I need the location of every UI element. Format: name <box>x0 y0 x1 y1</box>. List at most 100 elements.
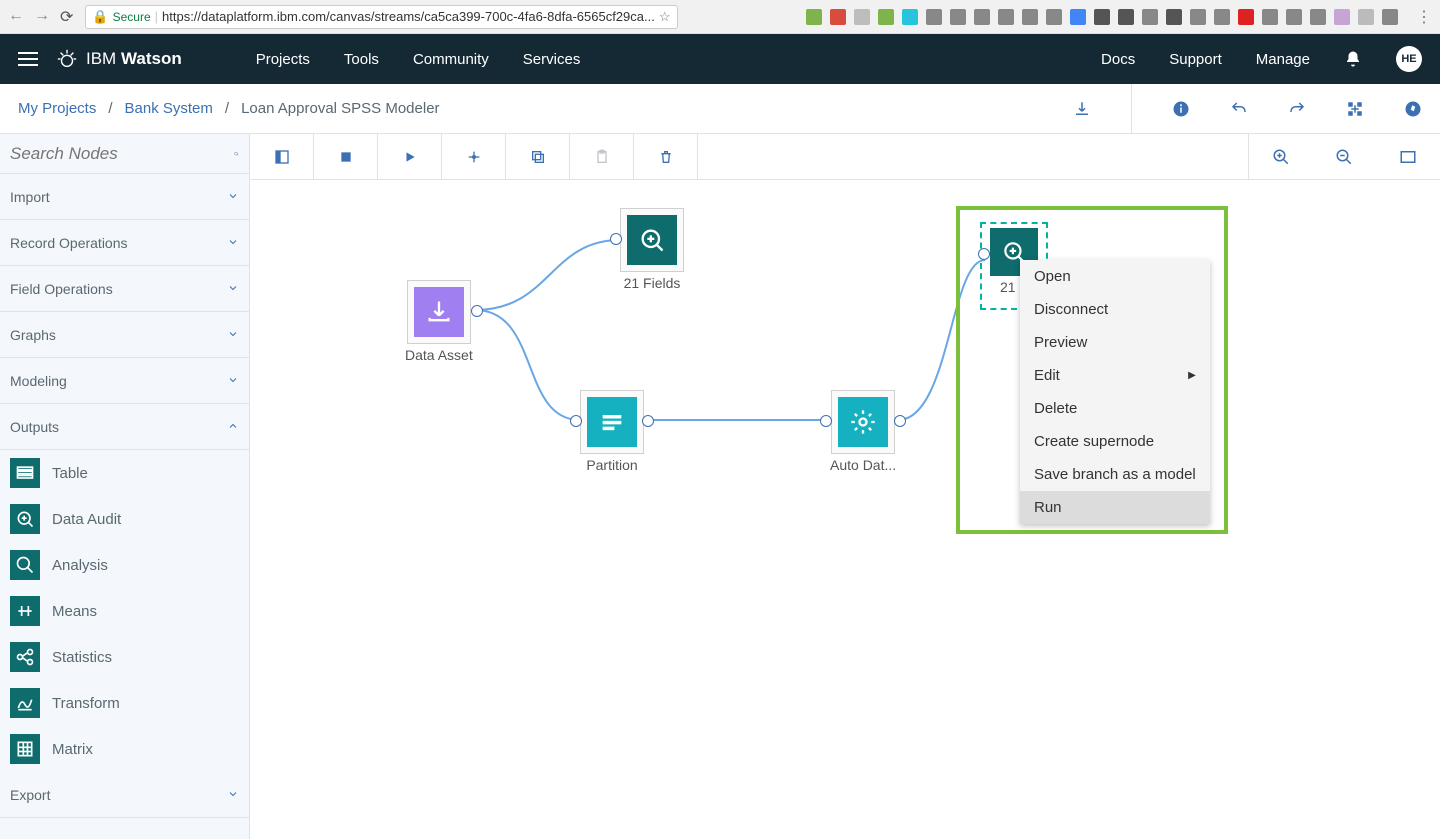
input-port[interactable] <box>610 233 622 245</box>
palette-node[interactable]: Analysis <box>0 542 249 588</box>
output-port[interactable] <box>894 415 906 427</box>
palette-node[interactable]: Means <box>0 588 249 634</box>
palette-category[interactable]: Outputs <box>0 404 249 450</box>
back-icon[interactable]: ← <box>8 7 24 27</box>
extension-icon[interactable] <box>902 9 918 25</box>
extension-icon[interactable] <box>926 9 942 25</box>
palette-category[interactable]: Modeling <box>0 358 249 404</box>
url-bar[interactable]: 🔒 Secure | https://dataplatform.ibm.com/… <box>85 5 677 29</box>
input-port[interactable] <box>570 415 582 427</box>
bell-icon[interactable] <box>1344 50 1362 68</box>
extension-icon[interactable] <box>1382 9 1398 25</box>
fit-button[interactable] <box>1376 134 1440 180</box>
star-icon[interactable]: ☆ <box>659 9 671 25</box>
compass-icon[interactable] <box>1404 100 1422 118</box>
extension-icon[interactable] <box>1118 9 1134 25</box>
extension-icon[interactable] <box>1094 9 1110 25</box>
extension-icon[interactable] <box>1142 9 1158 25</box>
node-data-asset[interactable]: Data Asset <box>405 280 473 363</box>
extension-icon[interactable] <box>998 9 1014 25</box>
search-input[interactable] <box>10 144 234 164</box>
input-port[interactable] <box>978 248 990 260</box>
extension-icon[interactable] <box>1022 9 1038 25</box>
extension-icon[interactable] <box>974 9 990 25</box>
context-menu-item[interactable]: Save branch as a model <box>1020 458 1210 491</box>
run-button[interactable] <box>378 134 442 180</box>
nav-item[interactable]: Docs <box>1101 51 1135 68</box>
chrome-menu-icon[interactable]: ⋮ <box>1416 7 1432 27</box>
canvas[interactable]: Data Asset 21 Fields Partition Auto Dat.… <box>250 180 1440 839</box>
delete-button[interactable] <box>634 134 698 180</box>
context-menu-item[interactable]: Create supernode <box>1020 425 1210 458</box>
search-icon[interactable] <box>234 145 239 163</box>
extension-icon[interactable] <box>1190 9 1206 25</box>
palette-node[interactable]: Matrix <box>0 726 249 772</box>
context-menu-item[interactable]: Edit▶ <box>1020 359 1210 392</box>
menu-item-label: Save branch as a model <box>1034 466 1196 483</box>
context-menu-item[interactable]: Delete <box>1020 392 1210 425</box>
extension-icon[interactable] <box>1166 9 1182 25</box>
node-auto-dat[interactable]: Auto Dat... <box>830 390 896 473</box>
extension-icon[interactable] <box>854 9 870 25</box>
palette-node[interactable]: Data Audit <box>0 496 249 542</box>
undo-icon[interactable] <box>1230 100 1248 118</box>
forward-icon[interactable]: → <box>34 7 50 27</box>
extension-icon[interactable] <box>1286 9 1302 25</box>
nav-item[interactable]: Projects <box>256 51 310 68</box>
breadcrumb-bank[interactable]: Bank System <box>125 100 213 117</box>
paste-button[interactable] <box>570 134 634 180</box>
download-icon[interactable] <box>1073 100 1091 118</box>
input-port[interactable] <box>820 415 832 427</box>
breadcrumb-current: Loan Approval SPSS Modeler <box>241 100 439 117</box>
node-name: Statistics <box>52 649 112 666</box>
output-port[interactable] <box>471 305 483 317</box>
grid-icon[interactable] <box>1346 100 1364 118</box>
extension-icon[interactable] <box>1238 9 1254 25</box>
palette-toggle-button[interactable] <box>250 134 314 180</box>
info-icon[interactable] <box>1172 100 1190 118</box>
extension-icon[interactable] <box>830 9 846 25</box>
extension-icon[interactable] <box>806 9 822 25</box>
palette-node[interactable]: Statistics <box>0 634 249 680</box>
nav-item[interactable]: Services <box>523 51 581 68</box>
nav-item[interactable]: Community <box>413 51 489 68</box>
palette-category[interactable]: Graphs <box>0 312 249 358</box>
stop-button[interactable] <box>314 134 378 180</box>
extension-icon[interactable] <box>1046 9 1062 25</box>
context-menu: OpenDisconnectPreviewEdit▶DeleteCreate s… <box>1020 260 1210 524</box>
extension-icon[interactable] <box>878 9 894 25</box>
avatar[interactable]: HE <box>1396 46 1422 72</box>
node-21-fields[interactable]: 21 Fields <box>620 208 684 291</box>
palette-node[interactable]: Transform <box>0 680 249 726</box>
nav-item[interactable]: Support <box>1169 51 1222 68</box>
reload-icon[interactable]: ⟳ <box>60 7 73 27</box>
extension-icon[interactable] <box>950 9 966 25</box>
context-menu-item[interactable]: Preview <box>1020 326 1210 359</box>
extension-icon[interactable] <box>1310 9 1326 25</box>
extension-icon[interactable] <box>1070 9 1086 25</box>
node-partition[interactable]: Partition <box>580 390 644 473</box>
extension-icon[interactable] <box>1214 9 1230 25</box>
palette-category[interactable]: Field Operations <box>0 266 249 312</box>
palette-category[interactable]: Record Operations <box>0 220 249 266</box>
palette-category[interactable]: Import <box>0 174 249 220</box>
palette-category[interactable]: Export <box>0 772 249 818</box>
copy-button[interactable] <box>506 134 570 180</box>
breadcrumb-projects[interactable]: My Projects <box>18 100 96 117</box>
cut-button[interactable] <box>442 134 506 180</box>
hamburger-menu[interactable] <box>18 52 38 66</box>
nav-item[interactable]: Tools <box>344 51 379 68</box>
context-menu-item[interactable]: Disconnect <box>1020 293 1210 326</box>
extension-icon[interactable] <box>1358 9 1374 25</box>
extension-icon[interactable] <box>1334 9 1350 25</box>
output-port[interactable] <box>642 415 654 427</box>
palette-node[interactable]: Table <box>0 450 249 496</box>
context-menu-item[interactable]: Run <box>1020 491 1210 524</box>
redo-icon[interactable] <box>1288 100 1306 118</box>
brand-logo[interactable]: IBM Watson <box>56 48 182 70</box>
zoom-in-button[interactable] <box>1248 134 1312 180</box>
nav-item[interactable]: Manage <box>1256 51 1310 68</box>
zoom-out-button[interactable] <box>1312 134 1376 180</box>
extension-icon[interactable] <box>1262 9 1278 25</box>
context-menu-item[interactable]: Open <box>1020 260 1210 293</box>
